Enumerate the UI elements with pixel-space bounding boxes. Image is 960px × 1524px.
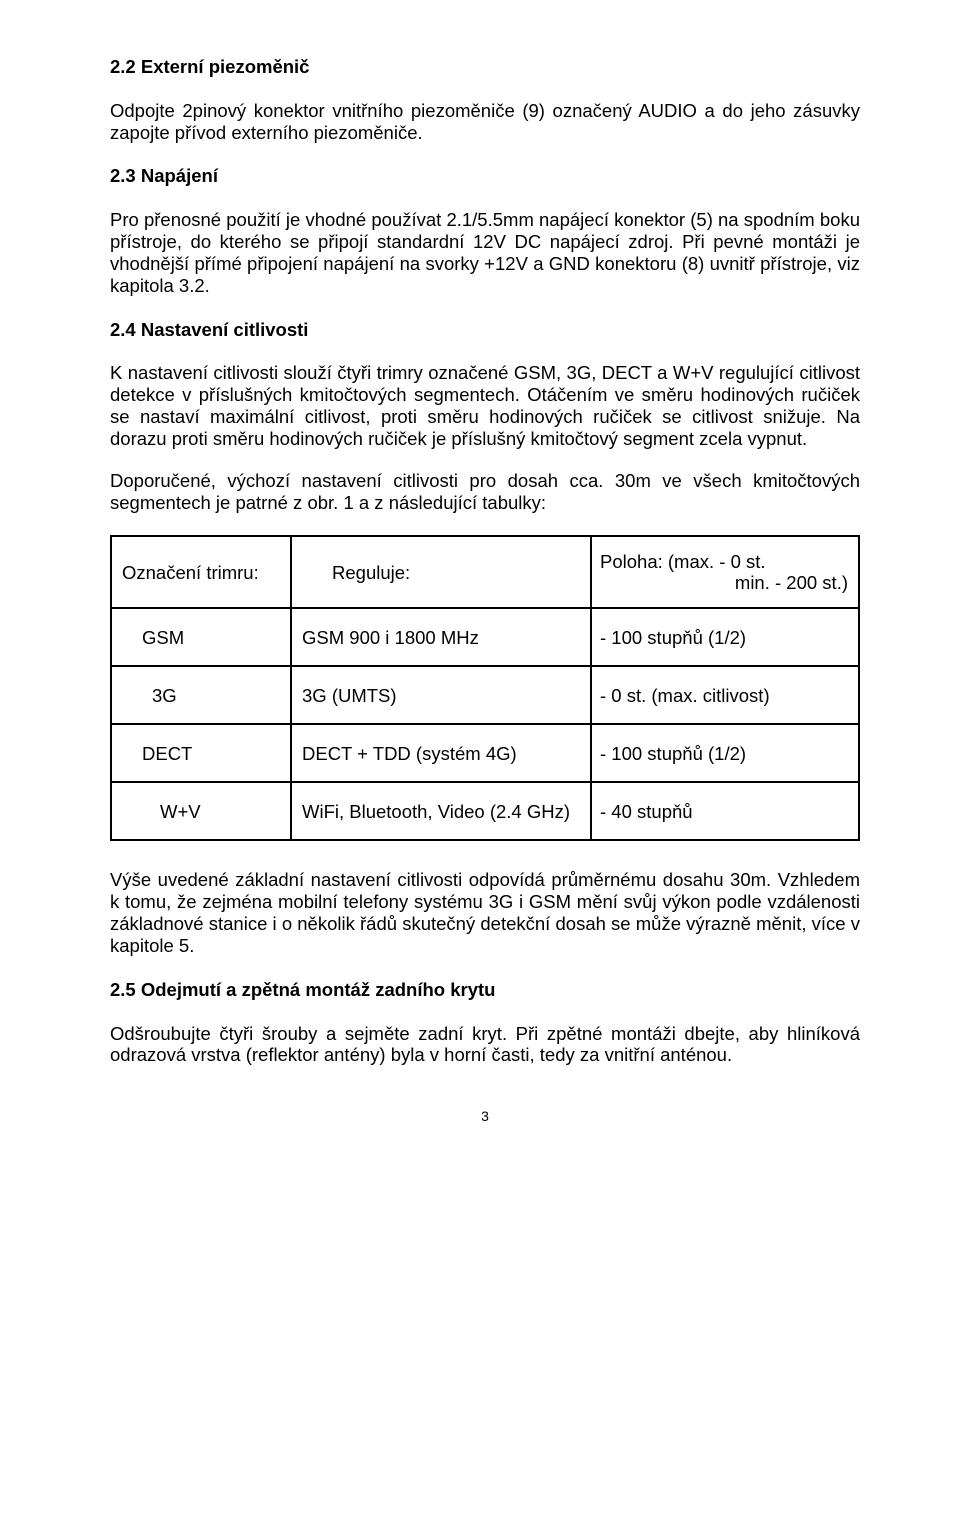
table-cell: - 0 st. (max. citlivost) xyxy=(591,666,859,724)
paragraph-2-5: Odšroubujte čtyři šrouby a sejměte zadní… xyxy=(110,1023,860,1067)
heading-2-3: 2.3 Napájení xyxy=(110,165,860,187)
table-row: 3G 3G (UMTS) - 0 st. (max. citlivost) xyxy=(111,666,859,724)
cell-text: 3G xyxy=(122,685,177,706)
table-header-regulates-text: Reguluje: xyxy=(302,562,410,583)
heading-2-2: 2.2 Externí piezoměnič xyxy=(110,56,860,78)
page-number: 3 xyxy=(110,1108,860,1125)
sensitivity-table: Označení trimru: Reguluje: Poloha: (max.… xyxy=(110,535,860,841)
cell-text: GSM xyxy=(122,627,184,648)
table-cell: DECT xyxy=(111,724,291,782)
paragraph-2-3: Pro přenosné použití je vhodné používat … xyxy=(110,209,860,296)
table-cell: - 100 stupňů (1/2) xyxy=(591,724,859,782)
table-cell: DECT + TDD (systém 4G) xyxy=(291,724,591,782)
table-header-regulates: Reguluje: xyxy=(291,536,591,608)
cell-text: W+V xyxy=(122,801,201,822)
table-header-row: Označení trimru: Reguluje: Poloha: (max.… xyxy=(111,536,859,608)
table-header-label: Označení trimru: xyxy=(111,536,291,608)
table-cell: GSM xyxy=(111,608,291,666)
table-header-position-line2: min. - 200 st.) xyxy=(600,572,858,594)
table-cell: - 100 stupňů (1/2) xyxy=(591,608,859,666)
table-row: GSM GSM 900 i 1800 MHz - 100 stupňů (1/2… xyxy=(111,608,859,666)
table-row: W+V WiFi, Bluetooth, Video (2.4 GHz) - 4… xyxy=(111,782,859,840)
table-row: DECT DECT + TDD (systém 4G) - 100 stupňů… xyxy=(111,724,859,782)
heading-2-4: 2.4 Nastavení citlivosti xyxy=(110,319,860,341)
table-cell: - 40 stupňů xyxy=(591,782,859,840)
table-header-position-line1: Poloha: (max. - 0 st. xyxy=(600,551,858,573)
paragraph-2-2: Odpojte 2pinový konektor vnitřního piezo… xyxy=(110,100,860,144)
paragraph-2-4a: K nastavení citlivosti slouží čtyři trim… xyxy=(110,362,860,449)
document-page: 2.2 Externí piezoměnič Odpojte 2pinový k… xyxy=(0,0,960,1165)
table-cell: GSM 900 i 1800 MHz xyxy=(291,608,591,666)
table-header-position: Poloha: (max. - 0 st. min. - 200 st.) xyxy=(591,536,859,608)
table-cell: 3G xyxy=(111,666,291,724)
cell-text: DECT xyxy=(122,743,192,764)
paragraph-after-table: Výše uvedené základní nastavení citlivos… xyxy=(110,869,860,956)
table-cell: W+V xyxy=(111,782,291,840)
table-cell: WiFi, Bluetooth, Video (2.4 GHz) xyxy=(291,782,591,840)
table-cell: 3G (UMTS) xyxy=(291,666,591,724)
paragraph-2-4b: Doporučené, výchozí nastavení citlivosti… xyxy=(110,470,860,514)
heading-2-5: 2.5 Odejmutí a zpětná montáž zadního kry… xyxy=(110,979,860,1001)
